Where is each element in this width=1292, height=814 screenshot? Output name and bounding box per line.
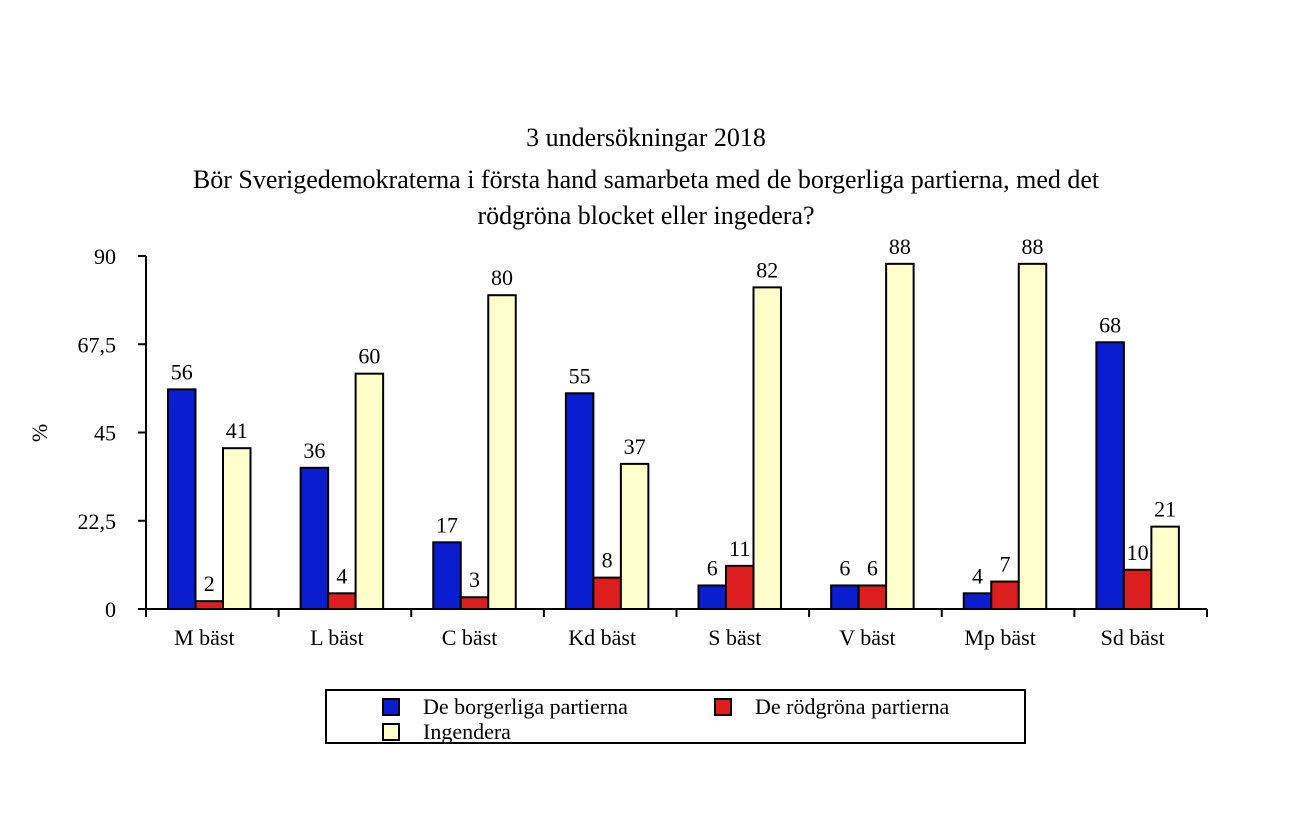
data-label-m-b-st-de-borgerliga-partierna: 56 [171, 359, 193, 384]
x-tick-label-mp-b-st: Mp bäst [964, 625, 1036, 650]
data-label-v-b-st-de-borgerliga-partierna: 6 [839, 555, 850, 580]
data-label-l-b-st-de-borgerliga-partierna: 36 [303, 438, 325, 463]
bar-kd-b-st-ingendera [619, 462, 650, 610]
data-label-kd-b-st-de-r-dgr-na-partierna: 8 [602, 548, 613, 573]
x-tick-label-c-b-st: C bäst [442, 625, 498, 650]
x-tick-label-s-b-st: S bäst [708, 625, 761, 650]
bar-mp-b-st-de-r-dgr-na-partierna [990, 580, 1020, 610]
data-label-mp-b-st-de-borgerliga-partierna: 4 [972, 563, 983, 588]
data-label-v-b-st-de-r-dgr-na-partierna: 6 [867, 555, 878, 580]
bar-v-b-st-de-r-dgr-na-partierna [857, 584, 888, 611]
bar-c-b-st-ingendera [487, 294, 517, 610]
bar-m-b-st-ingendera [222, 447, 252, 611]
bar-l-b-st-ingendera [354, 372, 385, 610]
x-tick-label-l-b-st: L bäst [310, 625, 364, 650]
legend-label-ingendera: Ingendera [423, 719, 511, 744]
y-tick-label-1: 22,5 [78, 509, 117, 534]
bar-s-b-st-de-r-dgr-na-partierna [725, 564, 755, 610]
bar-kd-b-st-de-r-dgr-na-partierna [592, 576, 622, 610]
x-tick-label-m-b-st: M bäst [174, 625, 235, 650]
bar-v-b-st-de-borgerliga-partierna [830, 584, 860, 611]
legend-label-rodgrona: De rödgröna partierna [755, 694, 950, 719]
legend-label-borgerliga: De borgerliga partierna [423, 694, 628, 719]
x-tick-label-sd-b-st: Sd bäst [1101, 625, 1165, 650]
y-tick-label-0: 0 [105, 597, 116, 622]
data-label-m-b-st-ingendera: 41 [226, 418, 248, 443]
data-label-m-b-st-de-r-dgr-na-partierna: 2 [204, 571, 215, 596]
bar-mp-b-st-ingendera [1017, 262, 1048, 610]
legend-item-ingendera: Ingendera [382, 719, 511, 744]
legend-item-borgerliga: De borgerliga partierna [382, 694, 628, 719]
data-label-kd-b-st-ingendera: 37 [624, 434, 646, 459]
y-tick-label-4: 90 [94, 244, 116, 269]
y-tick-label-3: 67,5 [78, 332, 117, 357]
data-label-c-b-st-ingendera: 80 [491, 265, 513, 290]
bar-sd-b-st-ingendera [1150, 525, 1180, 611]
legend-item-rodgrona: De rödgröna partierna [714, 694, 950, 719]
y-tick-label-2: 45 [94, 421, 116, 446]
data-label-c-b-st-de-borgerliga-partierna: 17 [436, 512, 458, 537]
legend-swatch-ingendera [382, 723, 400, 741]
data-label-kd-b-st-de-borgerliga-partierna: 55 [569, 363, 591, 388]
bar-s-b-st-de-borgerliga-partierna [697, 584, 727, 611]
bar-mp-b-st-de-borgerliga-partierna [962, 592, 993, 610]
chart-subtitle-line-1: Bör Sverigedemokraterna i första hand sa… [192, 165, 1100, 194]
bar-c-b-st-de-borgerliga-partierna [432, 541, 462, 610]
data-label-s-b-st-de-borgerliga-partierna: 6 [707, 555, 718, 580]
chart-title: 3 undersökningar 2018 [526, 123, 766, 152]
bar-m-b-st-de-borgerliga-partierna [167, 388, 197, 610]
data-label-sd-b-st-ingendera: 21 [1154, 497, 1176, 522]
x-tick-label-kd-b-st: Kd bäst [568, 625, 636, 650]
data-label-l-b-st-ingendera: 60 [358, 344, 380, 369]
bar-v-b-st-ingendera [885, 262, 915, 610]
bar-c-b-st-de-r-dgr-na-partierna [459, 596, 490, 611]
chart-subtitle-line-2: rödgröna blocket eller ingedera? [477, 201, 815, 230]
legend: De borgerliga partierna De rödgröna part… [325, 689, 1026, 744]
data-label-sd-b-st-de-borgerliga-partierna: 68 [1099, 312, 1121, 337]
x-tick-label-v-b-st: V bäst [839, 625, 895, 650]
bar-kd-b-st-de-borgerliga-partierna [564, 392, 595, 610]
bar-m-b-st-de-r-dgr-na-partierna [194, 600, 224, 611]
bar-l-b-st-de-r-dgr-na-partierna [327, 592, 357, 610]
bar-sd-b-st-de-r-dgr-na-partierna [1122, 568, 1153, 610]
data-label-s-b-st-de-r-dgr-na-partierna: 11 [729, 536, 750, 561]
data-label-v-b-st-ingendera: 88 [889, 234, 911, 259]
data-label-sd-b-st-de-r-dgr-na-partierna: 10 [1127, 540, 1149, 565]
legend-swatch-borgerliga [382, 698, 400, 716]
bar-sd-b-st-de-borgerliga-partierna [1095, 341, 1125, 610]
data-label-s-b-st-ingendera: 82 [756, 257, 778, 282]
legend-swatch-rodgrona [714, 698, 732, 716]
bar-s-b-st-ingendera [752, 286, 782, 610]
data-label-l-b-st-de-r-dgr-na-partierna: 4 [336, 563, 347, 588]
data-label-mp-b-st-de-r-dgr-na-partierna: 7 [1000, 552, 1011, 577]
bar-l-b-st-de-borgerliga-partierna [299, 466, 330, 610]
y-axis-label: % [27, 424, 52, 442]
data-label-mp-b-st-ingendera: 88 [1022, 234, 1044, 259]
data-label-c-b-st-de-r-dgr-na-partierna: 3 [469, 567, 480, 592]
